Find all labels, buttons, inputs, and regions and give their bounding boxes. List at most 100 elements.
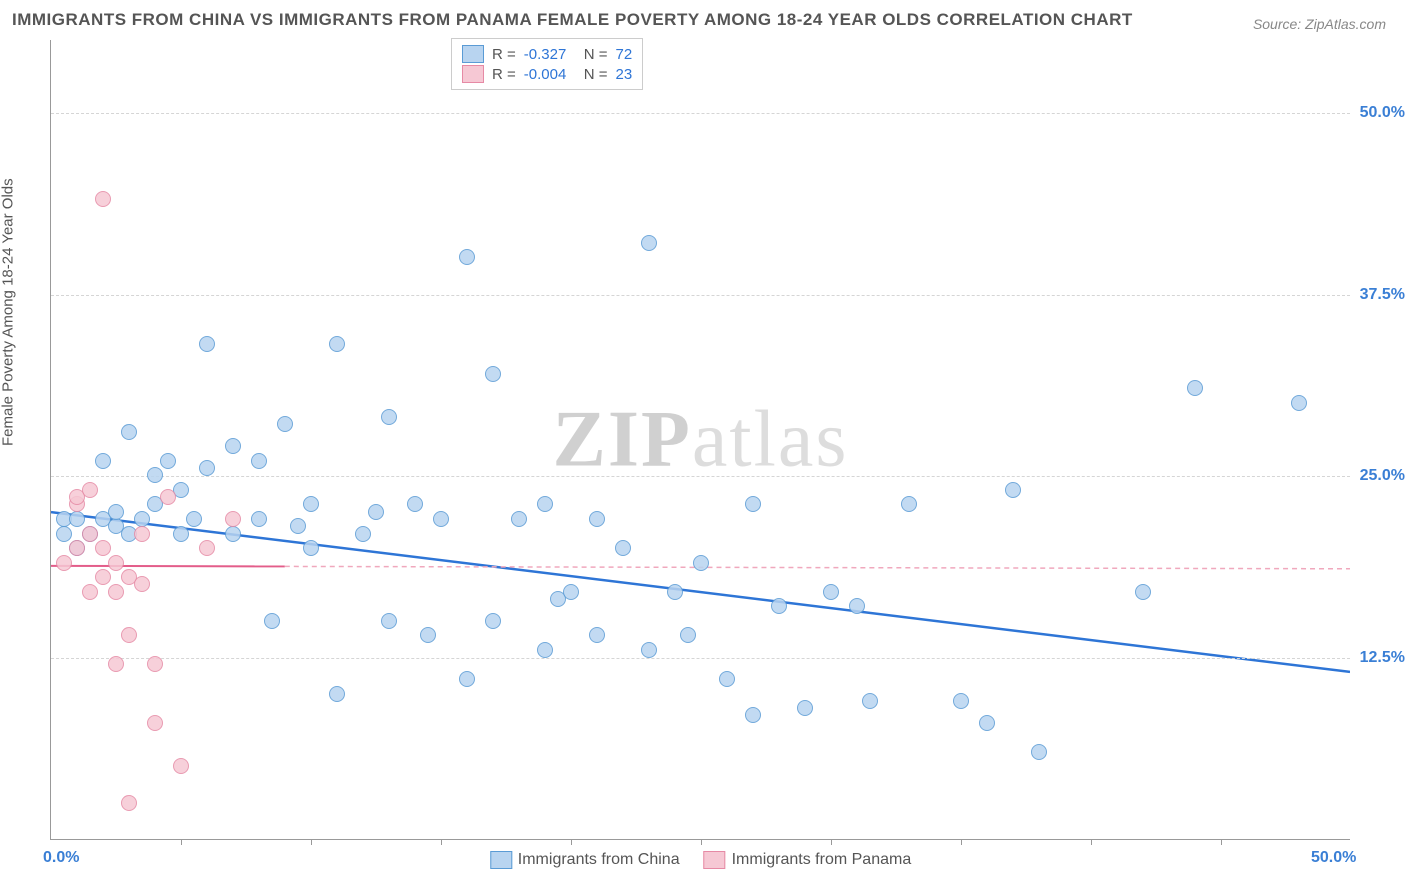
r-label: R = [492, 46, 516, 63]
scatter-point-panama [82, 526, 98, 542]
plot-area: ZIPatlas R =-0.327N =72R =-0.004N =23 Im… [50, 40, 1350, 840]
scatter-point-panama [82, 482, 98, 498]
scatter-point-china [264, 613, 280, 629]
scatter-point-china [407, 496, 423, 512]
scatter-point-china [381, 409, 397, 425]
scatter-point-panama [147, 715, 163, 731]
r-value: -0.004 [524, 66, 576, 83]
watermark: ZIPatlas [553, 394, 849, 485]
scatter-point-panama [56, 555, 72, 571]
series-legend: Immigrants from China Immigrants from Pan… [490, 851, 911, 869]
x-tick-mark [961, 839, 962, 845]
stats-legend: R =-0.327N =72R =-0.004N =23 [451, 38, 643, 90]
scatter-point-china [225, 438, 241, 454]
scatter-point-china [641, 642, 657, 658]
scatter-point-china [459, 249, 475, 265]
scatter-point-china [1005, 482, 1021, 498]
scatter-point-china [823, 584, 839, 600]
x-tick-mark [181, 839, 182, 845]
scatter-point-china [290, 518, 306, 534]
series-legend-item: Immigrants from China [490, 851, 680, 869]
scatter-point-china [849, 598, 865, 614]
scatter-point-china [862, 693, 878, 709]
gridline [51, 295, 1350, 296]
legend-label: Immigrants from China [518, 851, 680, 869]
scatter-point-china [511, 511, 527, 527]
scatter-point-panama [134, 576, 150, 592]
scatter-point-panama [108, 555, 124, 571]
x-tick-mark [311, 839, 312, 845]
n-value: 72 [616, 46, 633, 63]
scatter-point-china [537, 642, 553, 658]
scatter-point-china [420, 627, 436, 643]
scatter-point-china [1031, 744, 1047, 760]
scatter-point-china [108, 504, 124, 520]
x-tick-mark [701, 839, 702, 845]
scatter-point-china [121, 424, 137, 440]
scatter-point-china [1135, 584, 1151, 600]
gridline [51, 113, 1350, 114]
scatter-point-china [199, 460, 215, 476]
scatter-point-china [589, 511, 605, 527]
x-tick-mark [1221, 839, 1222, 845]
scatter-point-china [797, 700, 813, 716]
scatter-point-china [160, 453, 176, 469]
r-label: R = [492, 66, 516, 83]
scatter-point-china [303, 496, 319, 512]
scatter-point-china [355, 526, 371, 542]
scatter-point-panama [121, 627, 137, 643]
scatter-point-china [433, 511, 449, 527]
source-label: Source: ZipAtlas.com [1253, 16, 1386, 32]
scatter-point-china [745, 496, 761, 512]
legend-label: Immigrants from Panama [732, 851, 912, 869]
stats-legend-row: R = -0.327 N = 72 [462, 45, 632, 63]
y-tick-label: 50.0% [1360, 104, 1405, 122]
legend-swatch [704, 851, 726, 869]
stats-legend-row: R =-0.004N =23 [462, 65, 632, 83]
scatter-point-china [56, 526, 72, 542]
scatter-point-china [95, 453, 111, 469]
scatter-point-china [147, 467, 163, 483]
scatter-point-china [1291, 395, 1307, 411]
scatter-point-china [251, 511, 267, 527]
correlation-chart: IMMIGRANTS FROM CHINA VS IMMIGRANTS FROM… [0, 0, 1406, 892]
x-tick-mark [441, 839, 442, 845]
r-value: -0.327 [524, 46, 576, 63]
scatter-point-china [186, 511, 202, 527]
y-tick-label: 12.5% [1360, 649, 1405, 667]
scatter-point-china [901, 496, 917, 512]
scatter-point-china [277, 416, 293, 432]
scatter-point-china [485, 366, 501, 382]
series-legend-item: Immigrants from Panama [704, 851, 912, 869]
scatter-point-panama [95, 191, 111, 207]
scatter-point-panama [160, 489, 176, 505]
scatter-point-china [251, 453, 267, 469]
scatter-point-china [953, 693, 969, 709]
scatter-point-panama [95, 540, 111, 556]
scatter-point-china [563, 584, 579, 600]
scatter-point-china [381, 613, 397, 629]
scatter-point-china [303, 540, 319, 556]
legend-swatch [462, 65, 484, 83]
scatter-point-panama [121, 795, 137, 811]
legend-swatch [490, 851, 512, 869]
scatter-point-china [979, 715, 995, 731]
x-tick-mark [571, 839, 572, 845]
y-tick-label: 25.0% [1360, 467, 1405, 485]
scatter-point-panama [225, 511, 241, 527]
scatter-point-china [589, 627, 605, 643]
gridline [51, 658, 1350, 659]
n-value: 23 [616, 66, 633, 83]
y-tick-label: 37.5% [1360, 286, 1405, 304]
scatter-point-panama [173, 758, 189, 774]
scatter-point-china [368, 504, 384, 520]
scatter-point-panama [134, 526, 150, 542]
scatter-point-china [459, 671, 475, 687]
n-label: N = [584, 46, 608, 63]
scatter-point-china [537, 496, 553, 512]
scatter-point-china [69, 511, 85, 527]
scatter-point-panama [69, 540, 85, 556]
x-tick-label: 0.0% [43, 849, 79, 867]
y-axis-label: Female Poverty Among 18-24 Year Olds [0, 178, 17, 446]
scatter-point-china [680, 627, 696, 643]
